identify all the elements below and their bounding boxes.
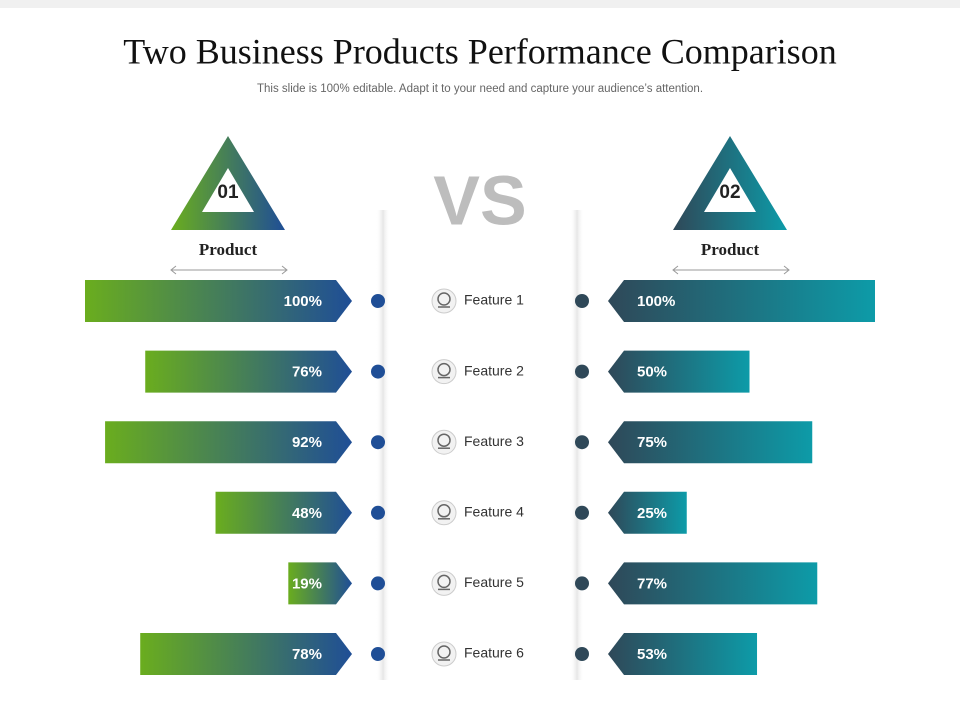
product-emblem: [171, 136, 285, 230]
feature-icon-inner: [437, 292, 451, 306]
legend-label: Product: [199, 240, 258, 259]
value-label: 76%: [292, 364, 322, 381]
bar: [608, 421, 813, 464]
legend-label: Product: [701, 240, 760, 259]
bar: [608, 633, 758, 675]
value-label: 78%: [292, 646, 322, 663]
marker-dot: [371, 364, 385, 379]
marker-dot: [371, 435, 385, 450]
bar: [140, 633, 352, 675]
bar: [608, 280, 875, 322]
bar: [105, 421, 352, 464]
category-label: Feature 4: [464, 504, 524, 520]
marker-dot: [371, 294, 385, 308]
marker-dot: [575, 435, 589, 450]
value-label: 92%: [292, 434, 322, 451]
double-arrow: [672, 265, 790, 275]
bar: [145, 350, 352, 393]
product-badge: 02: [719, 182, 740, 203]
value-label: 100%: [637, 293, 675, 310]
marker-dot: [575, 294, 589, 308]
double-arrow: [170, 265, 288, 275]
bar: [288, 562, 352, 605]
bar: [608, 350, 750, 393]
category-label: Feature 3: [464, 433, 524, 449]
category-label: Feature 1: [464, 292, 524, 308]
value-label: 75%: [637, 434, 667, 451]
marker-dot: [371, 505, 385, 520]
vs-label: VS: [433, 161, 526, 239]
value-label: 19%: [292, 575, 322, 592]
value-label: 100%: [284, 293, 322, 310]
bar: [215, 491, 352, 534]
marker-dot: [575, 364, 589, 379]
value-label: 53%: [637, 646, 667, 663]
top-strip: [0, 0, 960, 8]
category-label: Feature 2: [464, 362, 524, 378]
bar: [608, 562, 818, 605]
value-label: 77%: [637, 575, 667, 592]
value-label: 25%: [637, 505, 667, 522]
bar: [85, 280, 352, 322]
product-emblem: [673, 136, 787, 230]
marker-dot: [575, 647, 589, 661]
feature-icon-inner: [437, 433, 451, 447]
feature-icon-inner: [437, 362, 451, 377]
feature-icon-inner: [437, 574, 451, 589]
marker-dot: [371, 647, 385, 661]
value-label: 50%: [637, 364, 667, 381]
category-label: Feature 5: [464, 574, 524, 590]
marker-dot: [575, 505, 589, 520]
marker-dot: [575, 576, 589, 591]
chart-title: Two Business Products Performance Compar…: [123, 31, 836, 71]
category-label: Feature 6: [464, 645, 524, 661]
bar: [608, 491, 687, 534]
feature-icon-inner: [437, 645, 451, 659]
chart-subtitle: This slide is 100% editable. Adapt it to…: [257, 83, 703, 95]
product-badge: 01: [217, 182, 239, 203]
feature-icon-inner: [437, 504, 451, 518]
marker-dot: [371, 576, 385, 591]
value-label: 48%: [292, 505, 322, 522]
